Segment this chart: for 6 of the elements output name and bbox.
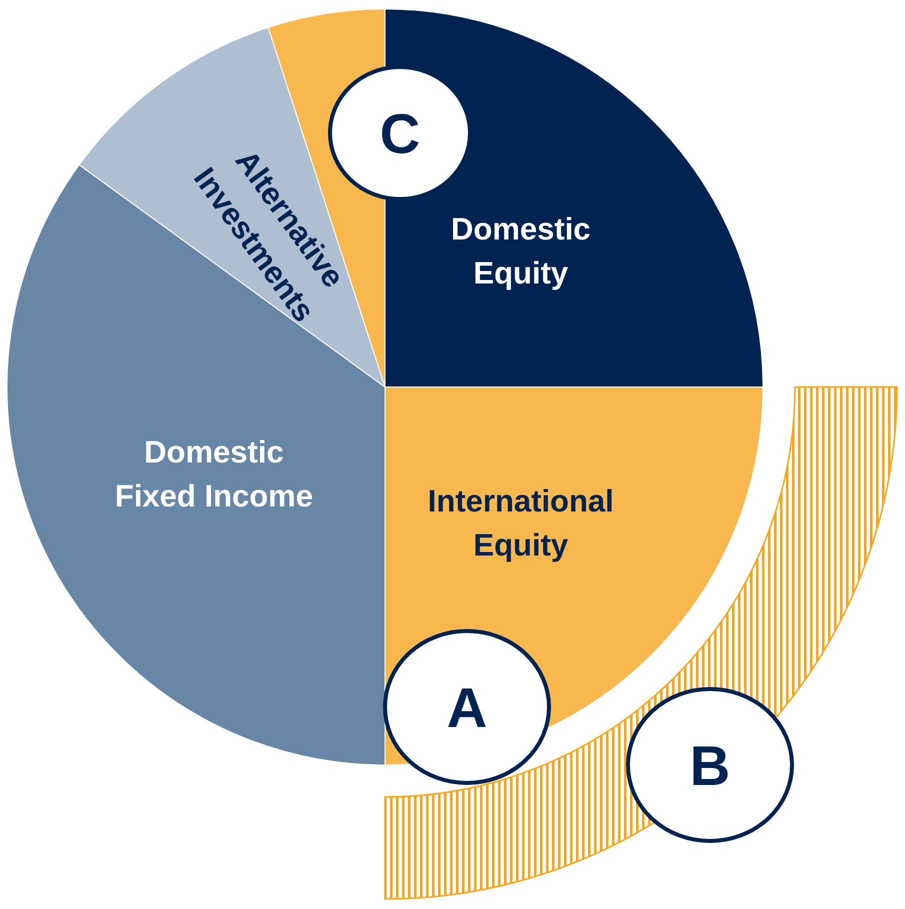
- slice-label: International Equity: [428, 483, 614, 562]
- text: B: [690, 734, 730, 797]
- text: A: [446, 676, 488, 739]
- text: C: [380, 102, 420, 165]
- slice-label: Domestic Equity: [450, 212, 591, 291]
- slice-label: Domestic Fixed Income: [114, 434, 313, 514]
